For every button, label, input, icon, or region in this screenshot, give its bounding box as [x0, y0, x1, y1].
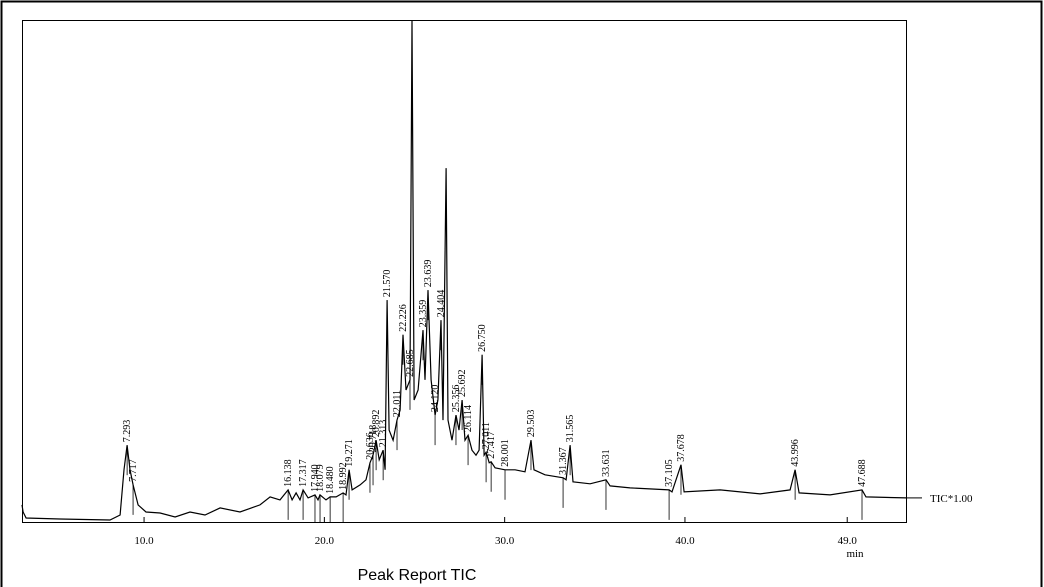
plot-frame [22, 20, 907, 523]
trace-label: TIC*1.00 [930, 493, 973, 505]
peak-label: 7.717 [128, 459, 139, 482]
x-tick-label: 40.0 [675, 535, 695, 547]
peak-label: 21.570 [382, 270, 393, 298]
x-tick-label: 20.0 [315, 535, 335, 547]
peak-label: 22.226 [398, 304, 409, 332]
peak-label: 20.636 [365, 432, 376, 460]
peak-label: 25.356 [451, 385, 462, 413]
x-axis-label: min [846, 548, 864, 560]
peak-label: 26.750 [477, 324, 488, 352]
peak-label: 16.138 [283, 459, 294, 487]
peak-label: 21.313 [378, 420, 389, 448]
peak-label: 31.565 [565, 415, 576, 443]
peak-label: 23.639 [423, 260, 434, 288]
peak-label: 43.996 [790, 439, 801, 467]
peak-label: 24.404 [436, 290, 447, 318]
peak-label: 27.417 [486, 431, 497, 459]
peak-label: 27.011 [481, 422, 492, 449]
peak-label: 24.120 [430, 385, 441, 413]
peak-label: 22.011 [392, 390, 403, 417]
x-tick-label: 49.0 [838, 535, 858, 547]
peak-label: 22.685 [405, 349, 416, 377]
peak-label: 28.001 [500, 439, 511, 466]
peak-label: 26.114 [463, 405, 474, 432]
peak-label: 7.293 [122, 420, 133, 443]
peak-label: 23.359 [418, 300, 429, 328]
peak-label: 37.678 [676, 434, 687, 462]
peak-label: 20.718 [368, 425, 379, 453]
peak-label: 20.892 [371, 410, 382, 438]
peak-label: 18.992 [338, 462, 349, 490]
peak-label: 19.271 [344, 439, 355, 467]
peak-label: 17.317 [298, 459, 309, 487]
peak-label: 29.503 [526, 410, 537, 438]
peak-label: 25.692 [457, 370, 468, 398]
x-tick-label: 30.0 [495, 535, 515, 547]
peak-label: 18.480 [325, 466, 336, 494]
peak-label: 33.631 [601, 449, 612, 477]
x-tick-label: 10.0 [134, 535, 154, 547]
peak-label: 18.079 [315, 464, 326, 492]
peak-label: 37.105 [664, 459, 675, 487]
peak-label: 31.367 [558, 447, 569, 475]
peak-label: 47.688 [857, 459, 868, 487]
peak-label: 17.940 [310, 464, 321, 492]
tic-trace [21, 19, 907, 521]
caption: Peak Report TIC [358, 567, 477, 584]
